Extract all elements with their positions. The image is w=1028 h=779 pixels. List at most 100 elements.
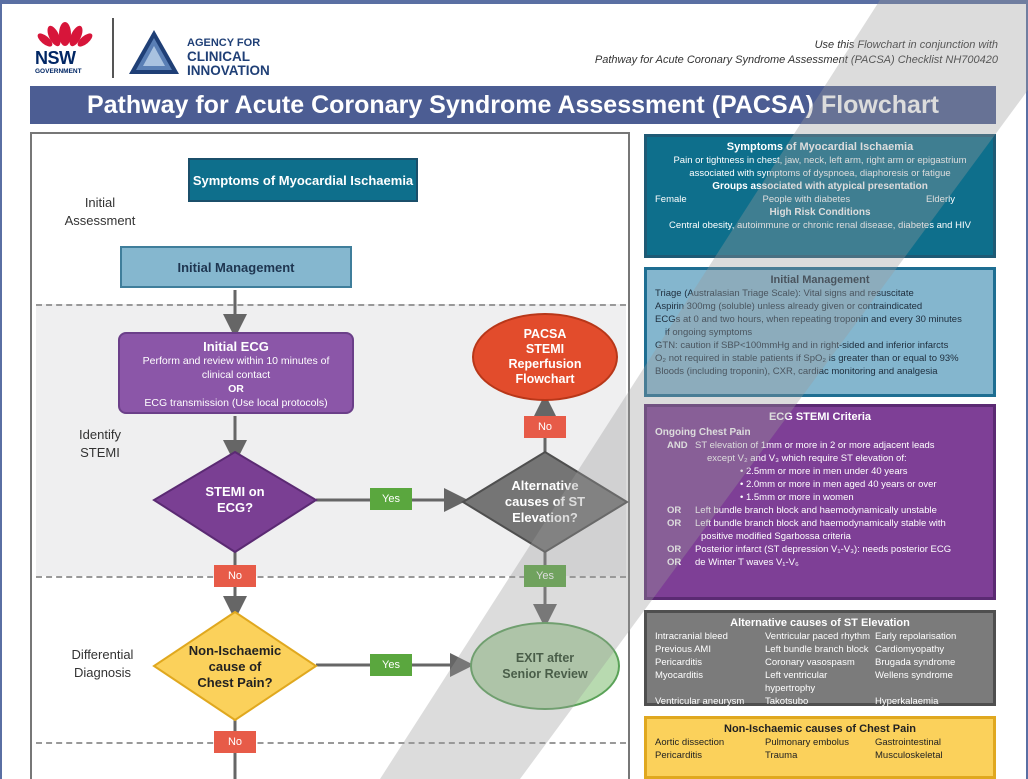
no-tag: No — [214, 731, 256, 753]
cause-item: Left bundle branch block — [765, 644, 869, 655]
yes-tag: Yes — [524, 565, 566, 587]
or-key: OR — [667, 505, 682, 516]
diamond-line: STEMI on — [205, 484, 265, 499]
stemi-decision-diamond — [152, 450, 318, 554]
no-tag: No — [524, 416, 566, 438]
cause-item: Brugada syndrome — [875, 657, 956, 668]
box-text: Posterior infarct (ST depression V₁-V₃):… — [695, 544, 952, 555]
or-key: OR — [667, 557, 682, 568]
box-heading: Alternative causes of ST Elevation — [730, 617, 910, 629]
non-ischaemic-causes-box: Non-Ischaemic causes of Chest Pain Aorti… — [644, 716, 996, 779]
diamond-line: Chest Pain? — [197, 675, 273, 690]
alternative-causes-label: Alternative causes of ST Elevation? — [480, 472, 610, 532]
cause-item: Trauma — [765, 750, 798, 761]
section-label-line: Initial — [84, 195, 116, 210]
non-ischaemic-diamond — [152, 610, 318, 722]
initial-ecg-or: OR — [228, 383, 244, 395]
or-key: OR — [667, 518, 682, 529]
or-key: OR — [667, 544, 682, 555]
atypical-group: People with diabetes — [762, 194, 851, 205]
cause-item: Early repolarisation — [875, 631, 957, 642]
cause-item: Takotsubo cardiomyopathy — [765, 696, 833, 720]
symptoms-box: Symptoms of Myocardial Ischaemia — [188, 158, 418, 202]
cause-item: Wellens syndrome — [875, 670, 953, 681]
box-text: Triage (Australasian Triage Scale): Vita… — [655, 288, 914, 299]
pacsa-line: Flowchart — [515, 372, 575, 386]
pacsa-line: STEMI — [525, 342, 565, 356]
box-text: de Winter T waves V₁-V₆ — [695, 557, 799, 568]
diamond-line: Non-Ischaemic — [188, 643, 282, 658]
pacsa-line: Reperfusion — [508, 357, 582, 371]
section-divider — [36, 576, 626, 578]
ecg-stemi-criteria-box: ECG STEMI Criteria Ongoing Chest Pain AN… — [644, 404, 996, 600]
diamond-line: Elevation? — [512, 510, 578, 525]
section-label-identify-stemi: Identify STEMI — [60, 426, 140, 462]
alternative-causes-diamond — [461, 450, 629, 554]
criteria-bullet: • 1.5mm or more in women — [740, 492, 854, 503]
initial-ecg-box: Initial ECG Perform and review within 10… — [118, 332, 354, 414]
atypical-group: Elderly — [925, 194, 955, 205]
cause-item: Pericarditis — [655, 657, 702, 668]
box-subheading: Groups associated with atypical presenta… — [712, 181, 928, 192]
cause-item: Left ventricular hypertrophy — [765, 670, 828, 694]
cause-item: Hyperkalaemia — [875, 696, 939, 707]
section-divider — [36, 742, 626, 744]
pacsa-line: PACSA — [523, 327, 567, 341]
box-text: Bloods (including troponin), CXR, cardia… — [655, 366, 938, 377]
criteria-bullet: • 2.0mm or more in men aged 40 years or … — [740, 479, 937, 490]
cause-item: Cardiomyopathy — [875, 644, 945, 655]
cause-item: Ventricular paced rhythm — [765, 631, 871, 642]
box-text: associated with symptoms of dyspnoea, di… — [689, 168, 951, 179]
aci-wordmark: AGENCY FOR CLINICAL INNOVATION — [187, 36, 270, 78]
box-subheading: Ongoing Chest Pain — [655, 427, 751, 438]
initial-management-box: Initial Management — [120, 246, 352, 288]
box-subheading: High Risk Conditions — [769, 207, 871, 218]
box-text: except V₂ and V₃ which require ST elevat… — [707, 453, 907, 464]
alternative-causes-box: Alternative causes of ST Elevation Intra… — [644, 610, 996, 720]
cause-item: Pulmonary embolus — [765, 737, 849, 748]
section-label-line: Differential — [71, 647, 134, 662]
exit-line: EXIT after — [515, 651, 575, 665]
box-heading: Symptoms of Myocardial Ischaemia — [726, 141, 914, 153]
and-key: AND — [667, 440, 688, 451]
box-heading: ECG STEMI Criteria — [768, 411, 872, 423]
criteria-bullet: • 2.5mm or more in men under 40 years — [740, 466, 908, 477]
initial-ecg-line: Perform and review within 10 minutes of — [142, 355, 330, 367]
section-divider — [36, 304, 626, 306]
stemi-decision-label: STEMI on ECG? — [174, 478, 296, 522]
initial-ecg-title: Initial ECG — [203, 339, 269, 354]
box-text: ST elevation of 1mm or more in 2 or more… — [695, 440, 935, 451]
box-text: O₂ not required in stable patients if Sp… — [655, 353, 959, 364]
cause-item: Previous AMI — [655, 644, 711, 655]
box-text: Aspirin 300mg (soluble) unless already g… — [655, 301, 923, 312]
aci-triangle-icon — [129, 30, 179, 74]
initial-management-detail-box: Initial Management Triage (Australasian … — [644, 267, 996, 397]
box-text: GTN: caution if SBP<100mmHg and in right… — [655, 340, 949, 351]
pacsa-stemi-reperfusion-oval: PACSA STEMI Reperfusion Flowchart — [472, 313, 618, 401]
box-text: positive modified Sgarbossa criteria — [701, 531, 851, 542]
diamond-line: ECG? — [216, 500, 254, 515]
header-divider — [112, 18, 114, 78]
yes-tag: Yes — [370, 488, 412, 510]
cause-item: Musculoskeletal — [875, 750, 943, 761]
diamond-line: causes of ST — [504, 494, 586, 509]
yes-tag: Yes — [370, 654, 412, 676]
cause-item: Ventricular aneurysm — [655, 696, 745, 707]
box-heading: Initial Management — [770, 274, 870, 286]
box-text: Left bundle branch block and haemodynami… — [695, 518, 946, 529]
section-label-line: Assessment — [64, 213, 136, 228]
exit-line: Senior Review — [502, 667, 588, 681]
non-ischaemic-label: Non-Ischaemic cause of Chest Pain? — [170, 638, 300, 696]
cause-item: Coronary vasospasm — [765, 657, 855, 668]
aci-line-1: AGENCY FOR — [187, 37, 261, 49]
cause-item: Aortic dissection — [655, 737, 725, 748]
cause-item: Pericarditis — [655, 750, 702, 761]
nsw-wordmark: NSW — [35, 48, 76, 68]
diamond-line: Alternative — [511, 478, 579, 493]
cause-item: Intracranial bleed — [655, 631, 728, 642]
section-label-line: STEMI — [80, 445, 120, 460]
symptoms-detail-box: Symptoms of Myocardial Ischaemia Pain or… — [644, 134, 996, 258]
usage-note: Use this Flowchart in conjunction with P… — [595, 38, 998, 68]
usage-note-line-2: Pathway for Acute Coronary Syndrome Asse… — [594, 54, 998, 66]
